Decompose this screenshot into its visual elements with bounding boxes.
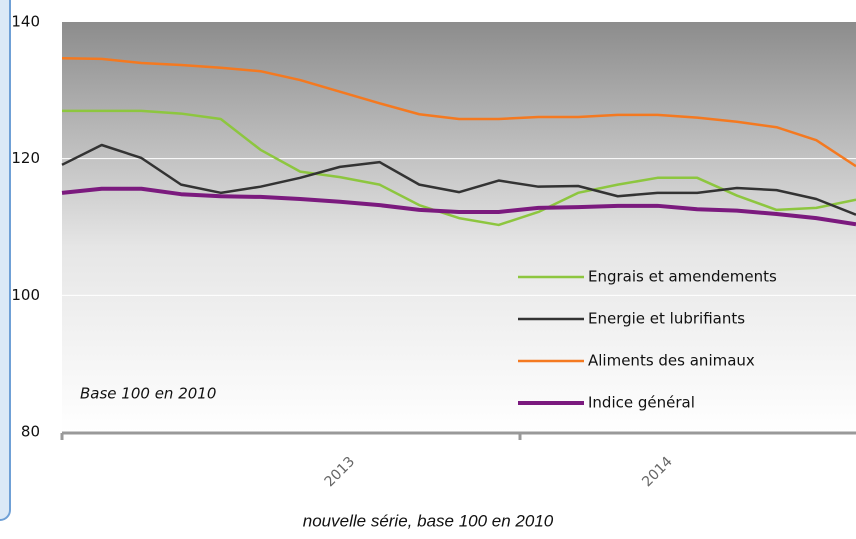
series-line [61,56,856,168]
y-tick-label: 100 [11,286,40,304]
y-tick-label: 120 [11,149,40,167]
x-tick-label: 2014 [639,454,676,491]
legend-label: Engrais et amendements [588,268,777,286]
legend-label: Indice général [588,394,695,412]
caption: nouvelle série, base 100 en 2010 [303,511,554,530]
legend-label: Aliments des animaux [588,352,755,370]
y-tick-label: 140 [11,13,40,31]
series-line [61,143,856,216]
annotation: Base 100 en 2010 [80,385,216,403]
legend-label: Energie et lubrifiants [588,310,745,328]
y-tick-label: 80 [21,423,40,441]
plot-area [62,22,856,432]
x-tick-label: 2013 [322,454,359,491]
side-panel [0,0,11,521]
series-line [61,186,856,227]
